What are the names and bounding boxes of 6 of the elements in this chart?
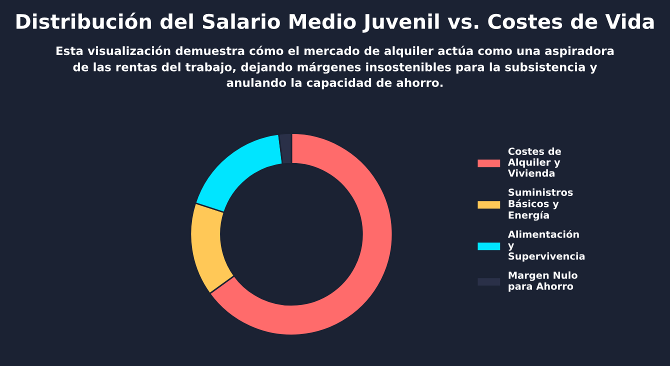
chart-subtitle: Esta visualización demuestra cómo el mercado de alquiler actúa como una aspiradora de las rentas del trabajo, dejando márgenes insostenibles para la subsistencia y anulando la capacidad de ahorro.	[56, 46, 614, 90]
legend-label: Alimentación y Supervivencia	[508, 230, 585, 262]
chart-title: Distribución del Salario Medio Juvenil vs. Costes de Vida	[16, 12, 654, 33]
legend-label: Costes de Alquiler y Vivienda	[508, 147, 561, 177]
legend-label: Suministros Básicos y Energía	[508, 188, 573, 221]
legend-label: Margen Nulo para Ahorro	[508, 271, 578, 292]
